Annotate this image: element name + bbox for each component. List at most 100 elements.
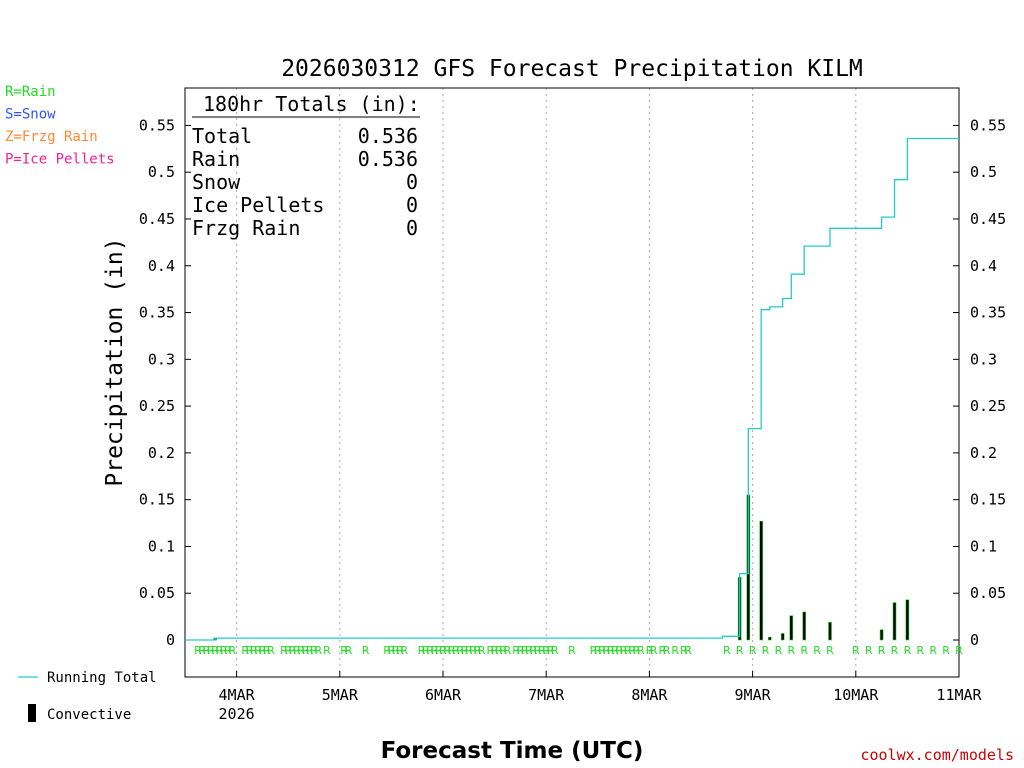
rain-mark: R (383, 644, 391, 657)
y-tick-label-right: 0.55 (970, 116, 1006, 134)
y-tick-label: 0.3 (148, 350, 175, 368)
precip-type-legend: R=Rain S=Snow Z=Frzg Rain P=Ice Pellets (5, 84, 115, 168)
y-tick-label-right: 0.35 (970, 304, 1006, 322)
rain-mark: R (474, 644, 482, 657)
y-tick-label: 0.4 (148, 257, 175, 275)
rain-mark: R (495, 644, 503, 657)
y-tick-label: 0.25 (139, 397, 175, 415)
rain-mark: R (478, 644, 486, 657)
totals-label: Rain (192, 147, 240, 171)
y-axis-label: Precipitation (in) (102, 237, 128, 486)
rain-mark: R (517, 644, 525, 657)
rain-mark: R (461, 644, 469, 657)
convective-bar (789, 615, 794, 641)
rain-mark: R (568, 644, 576, 657)
y-tick-label: 0.1 (148, 537, 175, 555)
rain-mark: R (762, 644, 770, 657)
rain-mark: R (538, 644, 546, 657)
x-tick-label: 7MAR (528, 686, 565, 704)
totals-label: Snow (192, 170, 241, 194)
rain-mark: R (499, 644, 507, 657)
rain-mark: R (547, 644, 555, 657)
rain-mark: R (542, 644, 550, 657)
rain-mark: R (297, 644, 305, 657)
rain-mark: R (749, 644, 757, 657)
gridlines (236, 88, 857, 677)
rain-mark: R (241, 644, 249, 657)
x-axis-label: Forecast Time (UTC) (381, 738, 644, 764)
rain-mark: R (624, 644, 632, 657)
rain-mark: R (198, 644, 206, 657)
rain-mark: R (611, 644, 619, 657)
rain-mark: R (929, 644, 937, 657)
y-tick-label-right: 0.1 (970, 537, 997, 555)
precip-type-legend-item: Z=Frzg Rain (5, 129, 98, 145)
rain-mark: R (452, 644, 460, 657)
rain-mark: R (250, 644, 258, 657)
rain-mark: R (456, 644, 464, 657)
totals-label: Total (192, 124, 252, 148)
rain-mark: R (280, 644, 288, 657)
x-tick-label: 10MAR (833, 686, 879, 704)
y-tick-label: 0 (166, 631, 175, 649)
chart-title: 2026030312 GFS Forecast Precipitation KI… (281, 56, 863, 82)
rain-mark: R (284, 644, 292, 657)
rain-mark: R (259, 644, 267, 657)
rain-mark: R (590, 644, 598, 657)
rain-mark: R (633, 644, 641, 657)
rain-mark: R (443, 644, 451, 657)
y-tick-label-right: 0.5 (970, 163, 997, 181)
rain-mark: R (323, 644, 331, 657)
rain-mark: R (203, 644, 211, 657)
rain-mark: R (293, 644, 301, 657)
convective-bar (759, 520, 764, 641)
rain-mark: R (650, 644, 658, 657)
rain-mark: R (598, 644, 606, 657)
rain-mark: R (310, 644, 318, 657)
rain-mark: R (314, 644, 322, 657)
precip-type-legend-item: S=Snow (5, 107, 56, 123)
rain-mark: R (663, 644, 671, 657)
credit-text: coolwx.com/models (860, 746, 1014, 764)
rain-mark: R (736, 644, 744, 657)
rain-mark: R (529, 644, 537, 657)
rain-mark: R (211, 644, 219, 657)
rain-mark: R (504, 644, 512, 657)
y-tick-label-right: 0.45 (970, 210, 1006, 228)
rain-mark: R (904, 644, 912, 657)
rain-mark: R (646, 644, 654, 657)
rain-mark: R (439, 644, 447, 657)
y-tick-label: 0.15 (139, 491, 175, 509)
y-tick-label: 0.35 (139, 304, 175, 322)
rain-mark: R (426, 644, 434, 657)
rain-mark: R (865, 644, 873, 657)
rain-mark: R (448, 644, 456, 657)
convective-bar (767, 636, 772, 641)
rain-mark: R (852, 644, 860, 657)
x-tick-label: 6MAR (425, 686, 462, 704)
y-tick-label: 0.5 (148, 163, 175, 181)
plot-frame (184, 87, 960, 678)
rain-mark: R (224, 644, 232, 657)
rain-mark: R (306, 644, 314, 657)
totals-value: 0 (406, 216, 418, 240)
rain-mark: R (491, 644, 499, 657)
rain-mark: R (787, 644, 795, 657)
rain-mark: R (534, 644, 542, 657)
convective-bar (905, 599, 910, 641)
totals-value: 0 (406, 170, 418, 194)
y-tick-label-right: 0.05 (970, 584, 1006, 602)
precip-type-legend-item: P=Ice Pellets (5, 152, 115, 168)
convective-bar (802, 611, 807, 641)
rain-mark: R (362, 644, 370, 657)
rain-mark: R (628, 644, 636, 657)
rain-mark: R (955, 644, 963, 657)
rain-mark: R (422, 644, 430, 657)
rain-mark: R (878, 644, 886, 657)
rain-mark: R (603, 644, 611, 657)
rain-mark: R (469, 644, 477, 657)
rain-mark: R (396, 644, 404, 657)
